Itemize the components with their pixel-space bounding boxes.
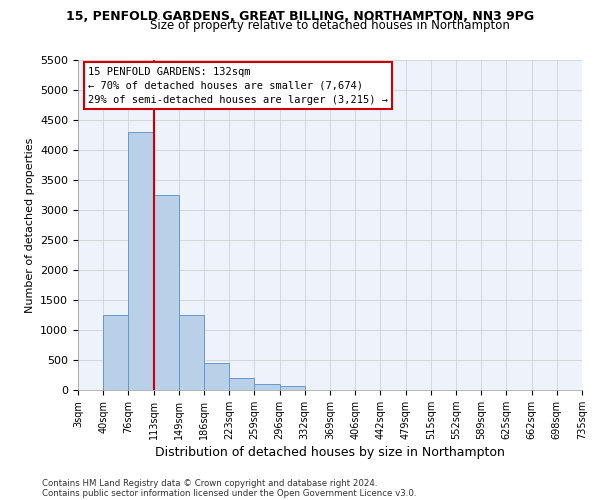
Text: Contains HM Land Registry data © Crown copyright and database right 2024.: Contains HM Land Registry data © Crown c… xyxy=(42,478,377,488)
Bar xyxy=(103,315,128,390)
Bar xyxy=(128,132,154,390)
Bar xyxy=(179,315,204,390)
Title: Size of property relative to detached houses in Northampton: Size of property relative to detached ho… xyxy=(150,20,510,32)
Text: 15 PENFOLD GARDENS: 132sqm
← 70% of detached houses are smaller (7,674)
29% of s: 15 PENFOLD GARDENS: 132sqm ← 70% of deta… xyxy=(88,66,388,104)
Bar xyxy=(154,195,179,390)
Bar xyxy=(280,386,305,390)
Bar xyxy=(254,384,280,390)
Bar xyxy=(204,363,229,390)
Text: 15, PENFOLD GARDENS, GREAT BILLING, NORTHAMPTON, NN3 9PG: 15, PENFOLD GARDENS, GREAT BILLING, NORT… xyxy=(66,10,534,23)
Text: Contains public sector information licensed under the Open Government Licence v3: Contains public sector information licen… xyxy=(42,488,416,498)
Y-axis label: Number of detached properties: Number of detached properties xyxy=(25,138,35,312)
X-axis label: Distribution of detached houses by size in Northampton: Distribution of detached houses by size … xyxy=(155,446,505,459)
Bar xyxy=(229,378,254,390)
